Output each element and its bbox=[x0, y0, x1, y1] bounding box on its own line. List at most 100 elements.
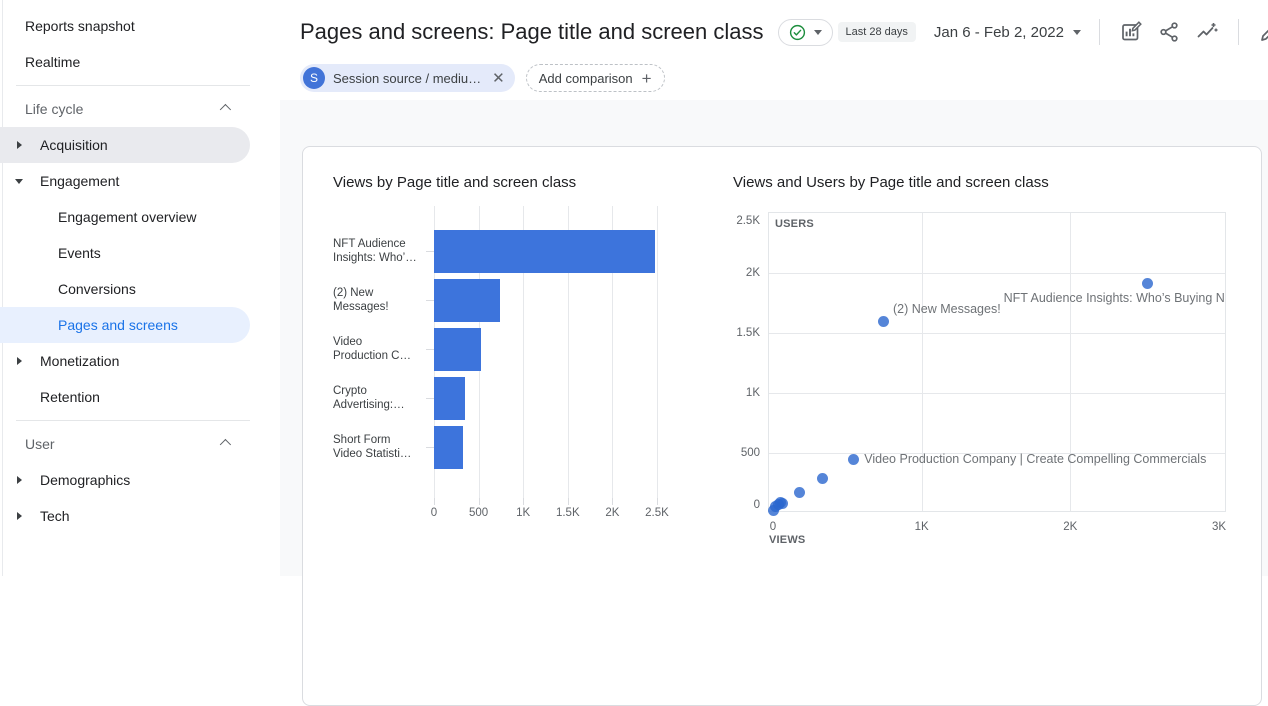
point-label-2-new-messages: (2) New Messages! bbox=[893, 302, 1001, 316]
chevron-down-icon bbox=[813, 29, 822, 35]
share-report-button[interactable] bbox=[1157, 20, 1181, 44]
page-title: Pages and screens: Page title and screen… bbox=[300, 19, 764, 44]
point-label-layer: NFT Audience Insights: Who’s Buying N (2)… bbox=[769, 213, 1225, 511]
sidebar-item-label: User bbox=[25, 436, 55, 452]
y-axis-title: USERS bbox=[775, 218, 814, 230]
collapse-arrow-icon[interactable] bbox=[17, 357, 22, 365]
header-toolbar: Last 28 days Jan 6 - Feb 2, 2022 bbox=[837, 19, 1268, 45]
axis-tick bbox=[478, 498, 480, 505]
bar-2-new[interactable] bbox=[434, 279, 500, 322]
bar-video[interactable] bbox=[434, 328, 482, 371]
toolbar-divider bbox=[1238, 19, 1239, 45]
sidebar-section-user[interactable]: User bbox=[0, 426, 250, 462]
y-axis-tick-label: 0 bbox=[753, 499, 760, 511]
sidebar-item-label: Events bbox=[58, 245, 101, 261]
pencil-icon bbox=[1261, 29, 1268, 41]
scatter-chart-title: Views and Users by Page title and screen… bbox=[733, 174, 1049, 191]
add-comparison-label: Add comparison bbox=[538, 70, 633, 86]
sidebar-item-engagement-overview[interactable]: Engagement overview bbox=[0, 199, 250, 235]
sidebar-item-acquisition[interactable]: Acquisition bbox=[0, 127, 250, 163]
collapse-arrow-icon[interactable] bbox=[17, 476, 22, 484]
x-axis-tick-label: 1K bbox=[516, 507, 531, 519]
scatter-chart-plot: USERS 2.5K 2K 1.5K 1K 500 0 0 1K 2K 3K NFT Audienc… bbox=[736, 212, 1226, 533]
scatter-point[interactable] bbox=[816, 472, 828, 484]
toolbar-divider bbox=[1099, 19, 1100, 45]
sidebar-section-life-cycle[interactable]: Life cycle bbox=[0, 91, 250, 127]
x-axis-tick-label: 2K bbox=[1063, 521, 1078, 533]
sidebar-item-engagement[interactable]: Engagement bbox=[0, 163, 250, 199]
chevron-down-icon bbox=[1073, 29, 1081, 35]
close-icon[interactable]: ✕ bbox=[492, 69, 505, 87]
collapse-arrow-icon[interactable] bbox=[17, 512, 22, 520]
add-comparison-button[interactable]: Add comparison + bbox=[525, 64, 665, 92]
report-nav-sidebar: Reports snapshot Realtime Life cycle Acquis… bbox=[0, 0, 280, 576]
insights-button[interactable] bbox=[1195, 20, 1219, 44]
axis-tick bbox=[612, 498, 614, 505]
y-axis-tick-label: 1K bbox=[745, 387, 760, 399]
gridline bbox=[921, 213, 923, 511]
comparison-avatar: S bbox=[303, 67, 325, 89]
bar-category-label: Short Form Video Statisti… bbox=[333, 434, 412, 460]
expand-arrow-icon[interactable] bbox=[15, 179, 23, 184]
sidebar-item-realtime[interactable]: Realtime bbox=[0, 44, 250, 80]
bar-category-label: Video Production C… bbox=[333, 336, 411, 362]
sidebar-item-label: Tech bbox=[40, 508, 70, 524]
date-range-picker[interactable]: Jan 6 - Feb 2, 2022 bbox=[928, 23, 1087, 42]
scatter-point[interactable] bbox=[768, 505, 780, 517]
x-axis-tick-label: 1.5K bbox=[555, 507, 580, 519]
sidebar-item-pages-and-screens[interactable]: Pages and screens bbox=[0, 307, 250, 343]
point-label-nft-audience-insight: NFT Audience Insights: Who’s Buying N bbox=[1003, 290, 1225, 305]
x-axis-tick-label: 3K bbox=[1211, 521, 1227, 533]
chevron-up-icon[interactable] bbox=[219, 438, 232, 451]
sidebar-item-monetization[interactable]: Monetization bbox=[0, 343, 250, 379]
x-axis-tick-label: 0 bbox=[430, 507, 438, 519]
x-axis-tick-label: 500 bbox=[469, 507, 489, 519]
edit-report-button[interactable] bbox=[1258, 20, 1268, 44]
bar-chart-title: Views by Page title and screen class bbox=[333, 174, 577, 191]
scatter-point[interactable] bbox=[794, 486, 806, 498]
sidebar-item-label: Engagement bbox=[40, 173, 120, 189]
sidebar-item-demographics[interactable]: Demographics bbox=[0, 462, 250, 498]
bar-category-label: (2) New Messages! bbox=[333, 287, 389, 313]
gridline bbox=[1070, 213, 1072, 511]
scatter-point[interactable] bbox=[1142, 278, 1154, 290]
views-users-scatter-chart: Views and Users by Page title and screen… bbox=[733, 174, 1238, 574]
bar-category-label: Crypto Advertising:… bbox=[333, 385, 405, 411]
gridline bbox=[523, 206, 525, 498]
sidebar-item-conversions[interactable]: Conversions bbox=[0, 271, 250, 307]
y-axis-tick-label: 500 bbox=[740, 447, 760, 459]
bar-nft-audience[interactable] bbox=[434, 230, 656, 273]
report-header: Pages and screens: Page title and screen… bbox=[280, 0, 1268, 100]
axis-tick bbox=[426, 349, 434, 350]
plus-icon: + bbox=[641, 68, 652, 88]
insights-icon bbox=[1197, 23, 1218, 38]
bar-crypto[interactable] bbox=[434, 377, 466, 420]
customize-report-button[interactable] bbox=[1119, 20, 1143, 44]
sidebar-item-tech[interactable]: Tech bbox=[0, 498, 250, 534]
x-axis-tick-label: 2.5K bbox=[645, 507, 669, 519]
report-body: Views by Page title and screen class 0 50… bbox=[280, 100, 1268, 706]
scatter-point[interactable] bbox=[877, 315, 889, 327]
axis-tick bbox=[426, 447, 434, 448]
y-axis-tick-label: 1.5K bbox=[736, 327, 760, 339]
chevron-up-icon[interactable] bbox=[219, 103, 232, 116]
axis-tick bbox=[567, 498, 569, 505]
y-axis-tick-label: 2.5K bbox=[736, 215, 760, 227]
bar-short-form[interactable] bbox=[434, 426, 464, 469]
report-status-dropdown[interactable] bbox=[777, 18, 833, 46]
sidebar-divider bbox=[16, 420, 250, 421]
sidebar-item-label: Retention bbox=[40, 389, 100, 405]
sidebar-item-reports-snapshot[interactable]: Reports snapshot bbox=[0, 8, 250, 44]
axis-tick bbox=[426, 398, 434, 399]
collapse-arrow-icon[interactable] bbox=[17, 141, 22, 149]
scatter-point[interactable] bbox=[847, 453, 859, 465]
sidebar-item-label: Conversions bbox=[58, 281, 136, 297]
report-nav-list: Reports snapshot Realtime Life cycle Acquis… bbox=[0, 8, 280, 534]
sidebar-item-label: Reports snapshot bbox=[25, 18, 135, 34]
gridline bbox=[612, 206, 614, 498]
charts-card: Views by Page title and screen class 0 50… bbox=[302, 146, 1262, 706]
sidebar-item-retention[interactable]: Retention bbox=[0, 379, 250, 415]
comparison-chip[interactable]: S Session source / mediu… ✕ bbox=[300, 64, 515, 92]
sidebar-item-events[interactable]: Events bbox=[0, 235, 250, 271]
